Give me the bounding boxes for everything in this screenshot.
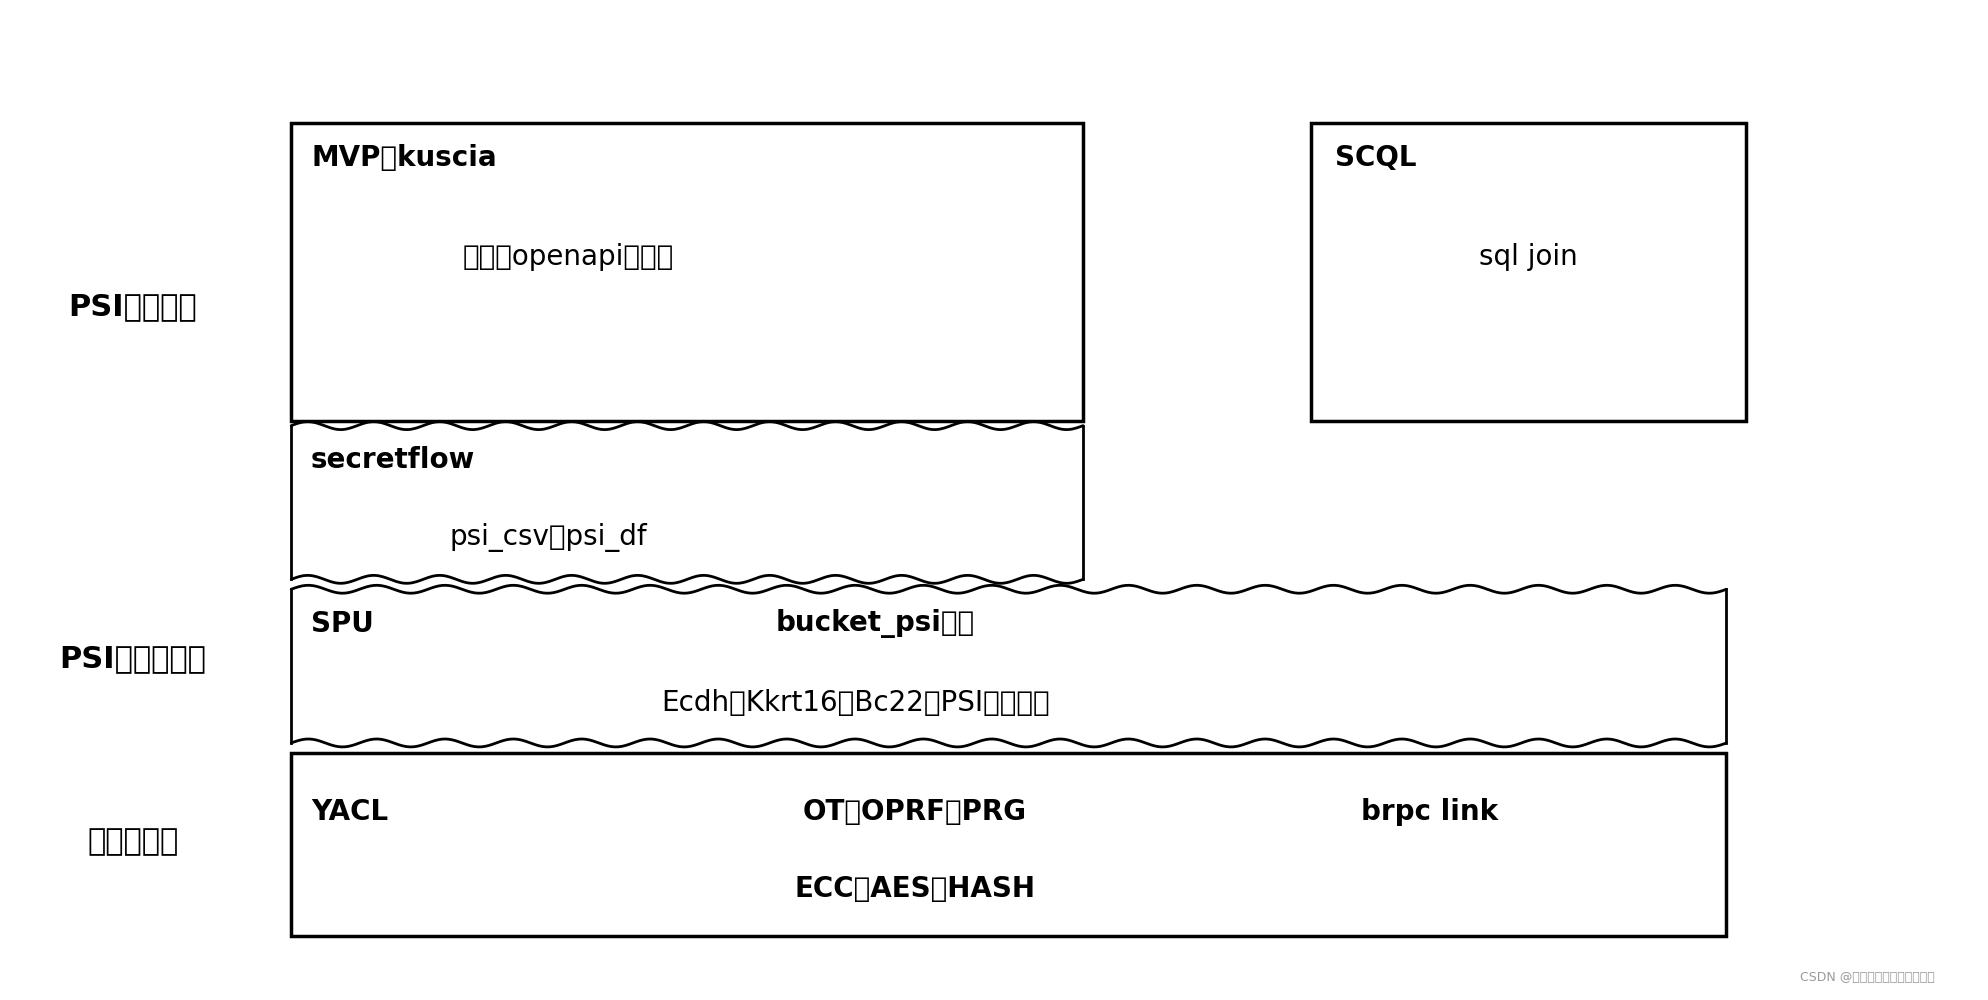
Text: Ecdh、Kkrt16、Bc22等PSI协议实现: Ecdh、Kkrt16、Bc22等PSI协议实现 (662, 689, 1050, 717)
Bar (1310, 123, 1745, 421)
Text: secretflow: secretflow (310, 446, 475, 474)
Text: MVP、kuscia: MVP、kuscia (310, 144, 497, 172)
Text: ECC、AES、HASH: ECC、AES、HASH (795, 875, 1036, 903)
Text: PSI功能封装: PSI功能封装 (68, 292, 197, 321)
Bar (290, 753, 1726, 936)
Text: PSI协议实现层: PSI协议实现层 (60, 644, 207, 673)
Text: bucket_psi入口: bucket_psi入口 (775, 609, 974, 638)
Bar (290, 123, 1083, 421)
Text: psi_csv、psi_df: psi_csv、psi_df (449, 523, 648, 552)
Text: OT、OPRF、PRG: OT、OPRF、PRG (803, 798, 1028, 826)
Text: 白屏、openapi、调度: 白屏、openapi、调度 (463, 243, 674, 271)
Text: CSDN @思一世紫华，冒华世珊璃: CSDN @思一世紫华，冒华世珊璃 (1799, 971, 1934, 984)
Text: sql join: sql join (1479, 243, 1578, 271)
Text: SCQL: SCQL (1334, 144, 1415, 172)
Text: brpc link: brpc link (1362, 798, 1499, 826)
Text: YACL: YACL (310, 798, 388, 826)
Text: 基础组件层: 基础组件层 (87, 828, 179, 857)
Text: SPU: SPU (310, 610, 374, 638)
